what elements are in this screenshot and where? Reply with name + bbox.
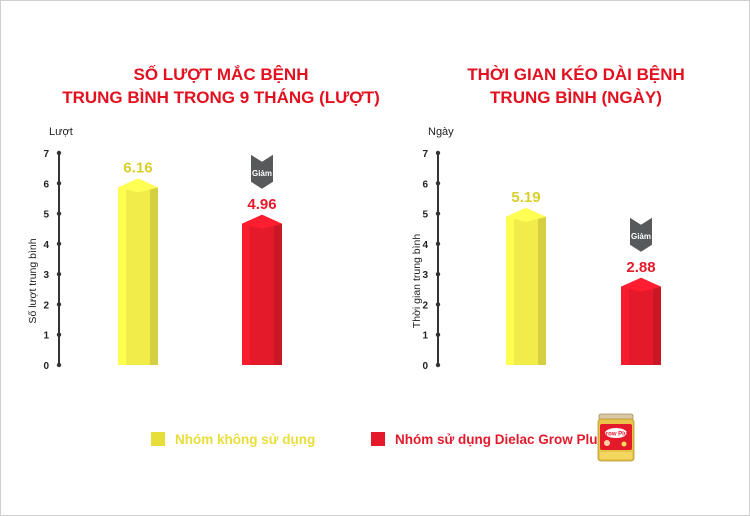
chart-1-y-tick-4: 4 <box>43 240 49 251</box>
legend-item-using-dielac: Nhóm sử dụng Dielac Grow Plus <box>371 429 605 449</box>
chart-2-plot: Ngày Thời gian trung bình 0 1 2 3 4 5 6 7 5.19 2… <box>411 126 661 372</box>
legend-swatch-red <box>371 432 385 446</box>
chart-1-decrease-arrow-icon <box>251 154 273 189</box>
chart-1-value-label-2: 4.96 <box>247 196 276 213</box>
chart-2-title: THỜI GIAN KÉO DÀI BỆNH TRUNG BÌNH (NGÀY) <box>426 63 726 109</box>
chart-1-y-tick-3: 3 <box>43 270 49 281</box>
chart-1-value-label-1: 6.16 <box>123 159 152 176</box>
chart-2-bars: 5.19 2.88 <box>506 189 661 365</box>
chart-1-unit-label: Lượt <box>49 126 73 138</box>
chart-1-bar-not-using <box>118 178 158 365</box>
chart-2-y-axis-label: Thời gian trung bình <box>411 234 423 329</box>
chart-2-y-tick-5: 5 <box>422 210 428 221</box>
chart-1-bars: 6.16 4.96 <box>118 159 282 365</box>
chart-2-unit-label: Ngày <box>428 126 454 138</box>
chart-1-y-tick-1: 1 <box>43 331 49 342</box>
chart-1-y-tick-2: 2 <box>43 300 49 311</box>
chart-2-y-tick-0: 0 <box>422 361 428 372</box>
chart-2-value-label-1: 5.19 <box>511 189 540 206</box>
chart-2-title-line-1: THỜI GIAN KÉO DÀI BỆNH <box>467 65 685 84</box>
chart-1-title-line-2: TRUNG BÌNH TRONG 9 THÁNG (LƯỢT) <box>62 88 380 107</box>
chart-2-y-tick-6: 6 <box>422 179 428 190</box>
chart-2-y-tick-4: 4 <box>422 240 428 251</box>
chart-2-y-tick-7: 7 <box>422 149 428 160</box>
chart-2-decrease-arrow-icon <box>630 217 652 252</box>
chart-1-decrease-badge: Giảm <box>251 154 273 189</box>
chart-2-decrease-label: Giảm <box>631 232 651 241</box>
chart-1-y-tick-6: 6 <box>43 179 49 190</box>
chart-1-title-line-1: SỐ LƯỢT MẮC BỆNH <box>133 65 309 84</box>
chart-1-y-axis-label: Số lượt trung bình <box>27 238 39 323</box>
legend-swatch-yellow <box>151 432 165 446</box>
chart-1-plot: Lượt Số lượt trung bình 0 1 2 3 4 5 6 7 6.16 4.9… <box>27 126 282 372</box>
chart-2-bar-using-dielac <box>621 277 661 365</box>
legend-label-not-using: Nhóm không sử dụng <box>175 431 316 447</box>
chart-1-bar-using-dielac <box>242 214 282 365</box>
chart-1-title: SỐ LƯỢT MẮC BỆNH TRUNG BÌNH TRONG 9 THÁN… <box>61 63 381 109</box>
dielac-grow-plus-can-icon: Grow Plus <box>597 413 635 462</box>
chart-1-y-tick-5: 5 <box>43 210 49 221</box>
legend-label-using-dielac: Nhóm sử dụng Dielac Grow Plus <box>395 431 606 447</box>
chart-1-decrease-label: Giảm <box>252 169 272 178</box>
product-brand-text: Grow Plus <box>601 432 631 438</box>
chart-2-title-line-2: TRUNG BÌNH (NGÀY) <box>490 88 662 107</box>
chart-1-y-tick-0: 0 <box>43 361 49 372</box>
chart-2-decrease-badge: Giảm <box>630 217 652 252</box>
legend-item-not-using: Nhóm không sử dụng <box>151 429 315 449</box>
chart-2-bar-not-using <box>506 207 546 365</box>
chart-2-value-label-2: 2.88 <box>626 259 655 276</box>
chart-2-y-tick-3: 3 <box>422 270 428 281</box>
chart-2-y-tick-1: 1 <box>422 331 428 342</box>
chart-1-y-tick-7: 7 <box>43 149 49 160</box>
chart-2-y-tick-2: 2 <box>422 300 428 311</box>
